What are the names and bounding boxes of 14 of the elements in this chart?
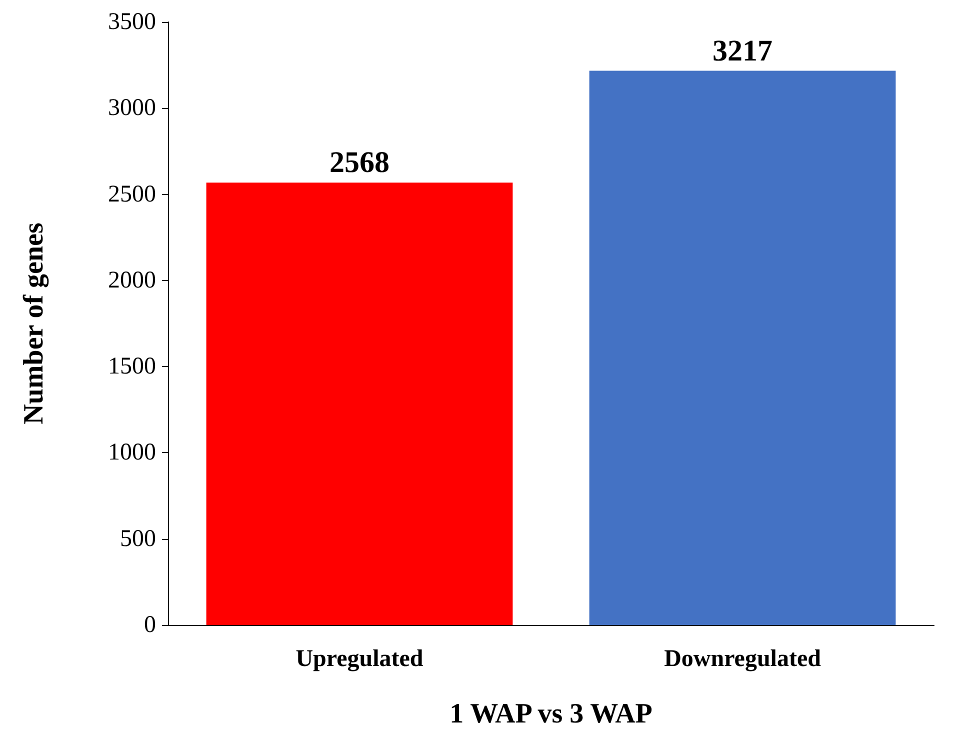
x-axis-title: 1 WAP vs 3 WAP bbox=[450, 698, 652, 730]
y-tick-label: 3500 bbox=[108, 9, 156, 35]
y-axis-title: Number of genes bbox=[18, 222, 50, 424]
y-tick-label: 2500 bbox=[108, 181, 156, 208]
x-tick-label: Downregulated bbox=[664, 646, 822, 672]
y-tick-label: 3000 bbox=[108, 95, 156, 122]
y-tick-label: 1000 bbox=[108, 440, 156, 466]
data-label: 3217 bbox=[712, 34, 772, 68]
y-tick-label: 0 bbox=[144, 612, 156, 638]
y-tick-label: 2000 bbox=[108, 267, 156, 294]
data-label: 2568 bbox=[330, 146, 390, 180]
x-tick-label: Upregulated bbox=[296, 646, 424, 672]
y-tick-label: 1500 bbox=[108, 354, 156, 380]
y-tick-label: 500 bbox=[120, 526, 156, 552]
